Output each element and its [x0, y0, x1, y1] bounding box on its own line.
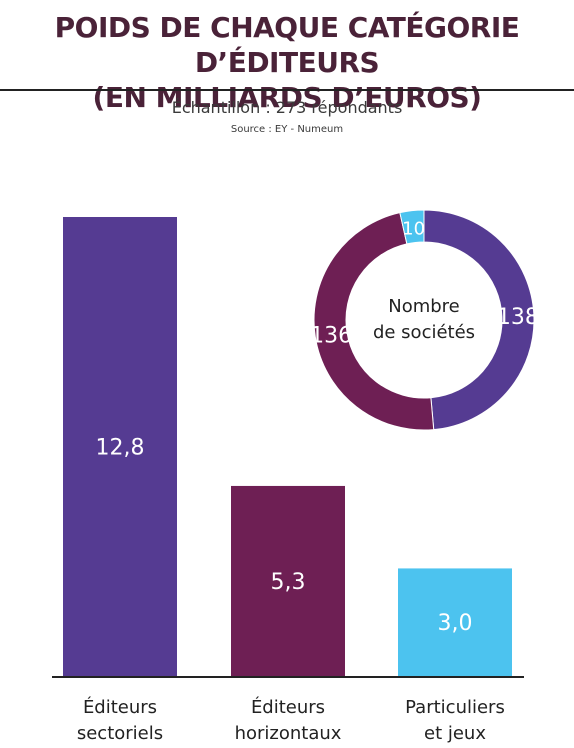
- category-label-1-0: Éditeurs: [251, 696, 325, 718]
- bar-value-label-2: 3,0: [438, 611, 473, 636]
- donut-chart: 138 136 10 Nombre de sociétés: [310, 209, 539, 431]
- x-axis-baseline: [52, 676, 524, 678]
- donut-slice-label-0: 138: [497, 305, 539, 330]
- category-label-2-0: Particuliers: [405, 697, 505, 718]
- title-divider: [0, 89, 574, 91]
- bar-1: [231, 485, 345, 676]
- donut-center-label-1: de sociétés: [373, 322, 475, 343]
- category-label-1-1: horizontaux: [235, 723, 342, 744]
- sample-size: Échantillon : 273 répondants: [171, 98, 403, 117]
- category-label-0-0: Éditeurs: [83, 696, 157, 718]
- donut-slice-label-1: 136: [310, 323, 352, 348]
- donut-center-label-0: Nombre: [388, 296, 460, 317]
- category-label-0-1: sectoriels: [77, 723, 163, 744]
- donut-slice-0: [423, 209, 535, 431]
- donut-slice-1: [313, 212, 435, 431]
- category-label-2-1: et jeux: [424, 723, 486, 744]
- chart-title: POIDS DE CHAQUE CATÉGORIE D’ÉDITEURS (EN…: [0, 10, 574, 115]
- donut-slice-2: [399, 209, 425, 245]
- title-line-1: POIDS DE CHAQUE CATÉGORIE D’ÉDITEURS: [54, 11, 520, 79]
- bar-value-label-0: 12,8: [96, 436, 145, 461]
- title-line-2: (EN MILLIARDS D’EUROS): [92, 81, 482, 114]
- bar-2: [398, 568, 512, 676]
- donut-slice-label-2: 10: [402, 219, 425, 240]
- bar-value-label-1: 5,3: [271, 570, 306, 595]
- bar-0: [63, 217, 177, 676]
- bar-series: 12,8 Éditeurs sectoriels 5,3 Éditeurs horizon…: [52, 217, 524, 744]
- source-note: Source : EY - Numeum: [230, 124, 344, 135]
